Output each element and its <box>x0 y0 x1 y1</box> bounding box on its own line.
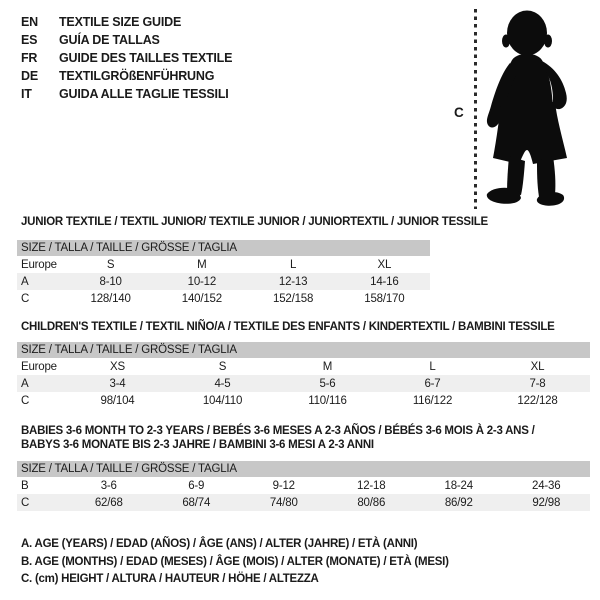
language-code: ES <box>21 33 38 47</box>
size-cell: XS <box>110 360 125 373</box>
table-row: Europe XS S M L XL <box>17 358 590 375</box>
language-list: EN TEXTILE SIZE GUIDE ES GUÍA DE TALLAS … <box>21 13 232 103</box>
row-label: Europe <box>21 360 57 373</box>
row-label: Europe <box>21 258 57 271</box>
language-title: GUIDE DES TAILLES TEXTILE <box>59 51 233 65</box>
language-title: TEXTILGRÖßENFÜHRUNG <box>59 69 215 83</box>
table-row: A 3-4 4-5 5-6 6-7 7-8 <box>17 375 590 392</box>
legend-age-months: B. AGE (MONTHS) / EDAD (MESES) / ÂGE (MO… <box>21 555 449 568</box>
language-title: TEXTILE SIZE GUIDE <box>59 15 182 29</box>
babies-table-title: BABIES 3-6 MONTH TO 2-3 YEARS / BEBÉS 3-… <box>21 425 535 451</box>
height-cell: 74/80 <box>240 494 328 511</box>
age-cell: 6-7 <box>380 375 485 392</box>
height-cell: 98/104 <box>100 394 135 407</box>
table-row: Europe S M L XL <box>17 256 430 273</box>
age-cell: 10-12 <box>156 273 248 290</box>
age-cell: 3-6 <box>100 479 117 492</box>
table-row: A 8-10 10-12 12-13 14-16 <box>17 273 430 290</box>
language-row-de: DE TEXTILGRÖßENFÜHRUNG <box>21 67 232 85</box>
age-cell: 5-6 <box>275 375 380 392</box>
size-cell: S <box>106 258 115 271</box>
children-table-title: CHILDREN'S TEXTILE / TEXTIL NIÑO/A / TEX… <box>21 321 555 333</box>
height-c-label: C <box>454 105 464 120</box>
size-cell: M <box>322 360 333 373</box>
junior-table-title: JUNIOR TEXTILE / TEXTIL JUNIOR/ TEXTILE … <box>21 216 488 228</box>
row-label: C <box>21 292 30 305</box>
height-cell: 62/68 <box>65 494 153 511</box>
age-cell: 3-4 <box>65 375 170 392</box>
height-cell: 86/92 <box>415 494 503 511</box>
height-cell: 122/128 <box>517 394 558 407</box>
legend-age-years: A. AGE (YEARS) / EDAD (AÑOS) / ÂGE (ANS)… <box>21 538 418 550</box>
height-cell: 152/158 <box>273 292 314 305</box>
toddler-silhouette-icon <box>486 10 567 206</box>
language-row-es: ES GUÍA DE TALLAS <box>21 31 232 49</box>
height-cell: 140/152 <box>181 292 222 305</box>
height-cell: 158/170 <box>364 292 405 305</box>
junior-size-table: SIZE / TALLA / TAILLE / GRÖSSE / TAGLIA … <box>17 240 430 307</box>
height-cell: 92/98 <box>502 494 590 511</box>
age-cell: 12-18 <box>357 479 386 492</box>
language-code: EN <box>21 15 38 29</box>
size-header-bar: SIZE / TALLA / TAILLE / GRÖSSE / TAGLIA <box>17 461 590 477</box>
age-cell: 12-13 <box>247 273 339 290</box>
age-cell: 14-16 <box>338 273 430 290</box>
language-row-fr: FR GUIDE DES TAILLES TEXTILE <box>21 49 232 67</box>
size-cell: L <box>290 258 297 271</box>
age-cell: 4-5 <box>170 375 275 392</box>
table-row: B 3-6 6-9 9-12 12-18 18-24 24-36 <box>17 477 590 494</box>
height-measure-dashed-line <box>474 9 477 209</box>
age-cell: 24-36 <box>532 479 561 492</box>
height-cell: 128/140 <box>90 292 131 305</box>
row-label: A <box>17 375 65 392</box>
age-cell: 8-10 <box>65 273 157 290</box>
height-cell: 116/122 <box>412 394 453 407</box>
language-title: GUÍA DE TALLAS <box>59 33 160 47</box>
row-label: C <box>17 494 65 511</box>
row-label: C <box>21 394 30 407</box>
height-cell: 104/110 <box>202 394 243 407</box>
language-code: IT <box>21 87 32 101</box>
height-cell: 110/116 <box>308 394 347 407</box>
size-header-bar: SIZE / TALLA / TAILLE / GRÖSSE / TAGLIA <box>17 240 430 256</box>
language-title: GUIDA ALLE TAGLIE TESSILI <box>59 87 229 101</box>
legend-height-cm: C. (cm) HEIGHT / ALTURA / HAUTEUR / HÖHE… <box>21 573 319 586</box>
row-label: B <box>21 479 29 492</box>
height-cell: 68/74 <box>152 494 240 511</box>
table-row: C 62/68 68/74 74/80 80/86 86/92 92/98 <box>17 494 590 511</box>
age-cell: 18-24 <box>444 479 474 492</box>
table-row: C 98/104 104/110 110/116 116/122 122/128 <box>17 392 590 409</box>
legend: A. AGE (YEARS) / EDAD (AÑOS) / ÂGE (ANS)… <box>21 536 449 589</box>
size-cell: S <box>218 360 227 373</box>
language-code: FR <box>21 51 38 65</box>
size-header-bar: SIZE / TALLA / TAILLE / GRÖSSE / TAGLIA <box>17 342 590 358</box>
age-cell: 9-12 <box>272 479 295 492</box>
language-row-it: IT GUIDA ALLE TAGLIE TESSILI <box>21 85 232 103</box>
size-cell: L <box>429 360 436 373</box>
children-size-table: SIZE / TALLA / TAILLE / GRÖSSE / TAGLIA … <box>17 342 590 409</box>
age-cell: 6-9 <box>188 479 205 492</box>
height-cell: 80/86 <box>327 494 415 511</box>
table-row: C 128/140 140/152 152/158 158/170 <box>17 290 430 307</box>
size-cell: M <box>197 258 207 271</box>
size-cell: XL <box>377 258 392 271</box>
language-row-en: EN TEXTILE SIZE GUIDE <box>21 13 232 31</box>
language-code: DE <box>21 69 38 83</box>
age-cell: 7-8 <box>485 375 590 392</box>
row-label: A <box>17 273 65 290</box>
size-cell: XL <box>530 360 545 373</box>
babies-size-table: SIZE / TALLA / TAILLE / GRÖSSE / TAGLIA … <box>17 461 590 511</box>
